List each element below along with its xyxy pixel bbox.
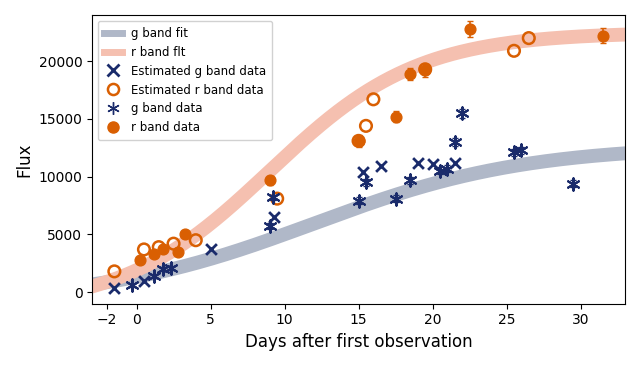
X-axis label: Days after first observation: Days after first observation: [244, 333, 472, 351]
g band data: [361, 180, 371, 186]
g band data: [268, 195, 278, 201]
r band data: [390, 114, 401, 120]
g band data: [442, 166, 452, 172]
g band data: [516, 147, 527, 153]
g band data: [127, 282, 137, 288]
r band data: [134, 257, 145, 263]
Estimated r band data: [154, 244, 164, 250]
r band data: [405, 71, 415, 77]
g band data: [405, 177, 415, 183]
Estimated r band data: [109, 268, 120, 274]
Estimated r band data: [509, 48, 519, 54]
g band data: [457, 110, 467, 116]
g band data: [390, 196, 401, 202]
r band data: [420, 67, 430, 73]
Legend: g band fit, r band flt, Estimated g band data, Estimated r band data, g band dat: g band fit, r band flt, Estimated g band…: [98, 21, 272, 140]
Estimated r band data: [361, 123, 371, 129]
g band data: [149, 273, 159, 279]
g band data: [265, 223, 275, 229]
g band data: [158, 266, 168, 272]
g band data: [568, 181, 579, 187]
g band data: [435, 168, 445, 174]
Estimated r band data: [524, 35, 534, 41]
r band data: [465, 26, 475, 32]
Estimated r band data: [353, 138, 364, 144]
Estimated g band data: [139, 278, 149, 284]
Estimated r band data: [139, 247, 149, 253]
g band data: [166, 265, 176, 271]
r band data: [265, 177, 275, 183]
Estimated g band data: [358, 169, 368, 175]
r band data: [158, 247, 168, 253]
r band data: [180, 232, 191, 238]
g band data: [353, 198, 364, 204]
r band data: [353, 138, 364, 144]
Estimated r band data: [420, 66, 430, 72]
Estimated r band data: [191, 237, 201, 243]
Estimated r band data: [272, 196, 282, 202]
Estimated g band data: [269, 214, 279, 220]
g band data: [509, 149, 519, 155]
Estimated r band data: [168, 241, 179, 247]
Estimated g band data: [376, 163, 386, 169]
r band data: [173, 249, 183, 255]
Estimated g band data: [205, 247, 216, 253]
g band data: [450, 139, 460, 145]
Estimated r band data: [368, 96, 378, 102]
Y-axis label: Flux: Flux: [15, 142, 33, 177]
Estimated g band data: [413, 160, 423, 166]
Estimated g band data: [428, 161, 438, 167]
Estimated g band data: [109, 285, 120, 291]
Estimated g band data: [450, 160, 460, 166]
r band data: [598, 33, 608, 39]
r band data: [149, 251, 159, 257]
